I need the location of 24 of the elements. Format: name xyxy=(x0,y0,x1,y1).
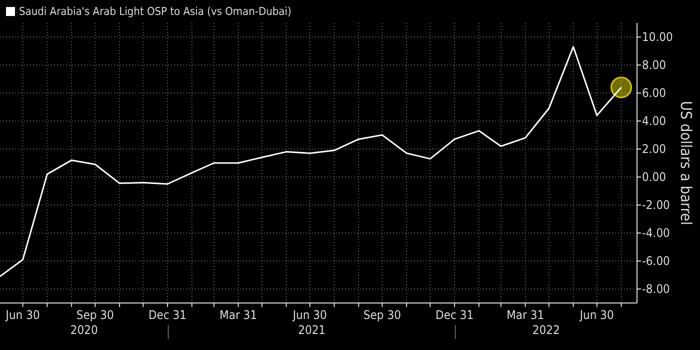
x-tick-label: Jun 30 xyxy=(4,308,40,322)
y-tick-label: -2.00 xyxy=(642,198,670,212)
x-tick-label: Sep 30 xyxy=(363,308,402,322)
y-tick-label: 10.00 xyxy=(642,30,674,44)
text: 2020 xyxy=(70,323,98,337)
legend-label: Saudi Arabia's Arab Light OSP to Asia (vs Oman-Dubai) xyxy=(19,5,292,18)
y-tick-label: -6.00 xyxy=(642,254,670,268)
y-axis-title: US dollars a barrel xyxy=(676,100,695,226)
x-tick-label: Jun 30 xyxy=(578,308,614,322)
x-tick-label: Dec 31 xyxy=(436,308,474,322)
y-tick-label: 6.00 xyxy=(642,86,666,100)
x-tick-label: Mar 31 xyxy=(506,308,544,322)
text: 2021 xyxy=(298,323,326,337)
x-tick-label: Sep 30 xyxy=(76,308,114,322)
y-tick-label: -8.00 xyxy=(642,282,670,296)
text: 2022 xyxy=(532,323,560,337)
x-tick-label: Jun 30 xyxy=(292,308,327,322)
y-tick-label: 0.00 xyxy=(642,170,666,184)
y-tick-label: 4.00 xyxy=(642,114,666,128)
y-tick-label: -4.00 xyxy=(642,226,670,240)
x-tick-label: Mar 31 xyxy=(220,308,258,322)
y-tick-label: 8.00 xyxy=(642,58,666,72)
y-tick-label: 2.00 xyxy=(642,142,666,156)
x-tick-label: Dec 31 xyxy=(148,308,187,322)
